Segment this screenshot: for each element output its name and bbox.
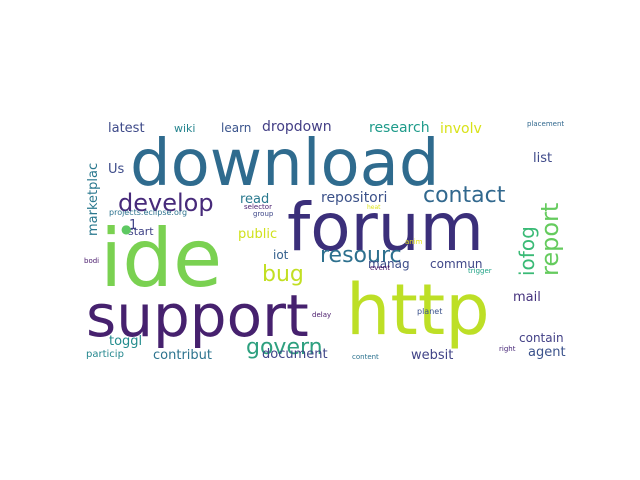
word-cloud-word: bug (262, 262, 304, 287)
word-cloud-word: right (499, 345, 516, 353)
word-cloud-word: planet (417, 307, 442, 316)
word-cloud-word: delay (312, 311, 331, 319)
word-cloud-word: manag (368, 257, 410, 271)
word-cloud-word: commun (430, 257, 483, 271)
word-cloud-word: wiki (174, 122, 195, 135)
word-cloud-word: content (352, 353, 379, 361)
word-cloud-word: bodi (84, 257, 99, 265)
word-cloud-word: iofog (515, 226, 539, 276)
word-cloud-word: involv (440, 121, 482, 137)
word-cloud-word: support (86, 282, 309, 350)
word-cloud-word: document (262, 347, 328, 362)
word-cloud-word: trigger (468, 267, 492, 275)
word-cloud-word: projects.eclipse.org (109, 208, 187, 217)
word-cloud-word: toggl (109, 334, 142, 349)
word-cloud-word: research (369, 120, 430, 136)
word-cloud-word: contact (423, 183, 506, 208)
word-cloud-word: marketplac (86, 163, 101, 236)
word-cloud-word: websit (411, 348, 453, 363)
word-cloud-word: particip (86, 349, 124, 360)
word-cloud-word: group (253, 210, 274, 218)
word-cloud-word: develop (118, 189, 214, 217)
word-cloud-word: latest (108, 121, 145, 136)
word-cloud-word: public (238, 227, 277, 242)
word-cloud-word: forum (287, 189, 484, 266)
word-cloud-word: read (240, 192, 269, 207)
word-cloud-word: selector (244, 203, 272, 211)
word-cloud-word: http (346, 269, 490, 351)
word-cloud-word: mail (513, 290, 541, 305)
word-cloud-word: Us (108, 162, 125, 177)
word-cloud-word: agent (528, 345, 566, 360)
word-cloud-word: iot (273, 248, 289, 262)
word-cloud-word: list (533, 151, 552, 166)
word-cloud-word: event (370, 264, 390, 272)
word-cloud-word: dropdown (262, 119, 332, 135)
word-cloud-word: start (128, 225, 154, 238)
word-cloud-word: 1 (129, 218, 137, 233)
word-cloud-word: ● (121, 222, 131, 236)
word-cloud-word: download (130, 127, 439, 201)
word-cloud-word: contribut (153, 348, 212, 363)
word-cloud-word: report (536, 203, 564, 276)
word-cloud-word: anim (405, 238, 423, 246)
word-cloud-word: heat (367, 204, 381, 211)
word-cloud-word: resourc (320, 243, 402, 268)
word-cloud-word: repositori (321, 190, 387, 206)
word-cloud-word: ide (100, 212, 222, 305)
word-cloud-word: placement (527, 120, 564, 128)
word-cloud-word: contain (519, 331, 564, 345)
word-cloud-word: learn (221, 121, 251, 135)
word-cloud-word: govern (246, 335, 323, 360)
